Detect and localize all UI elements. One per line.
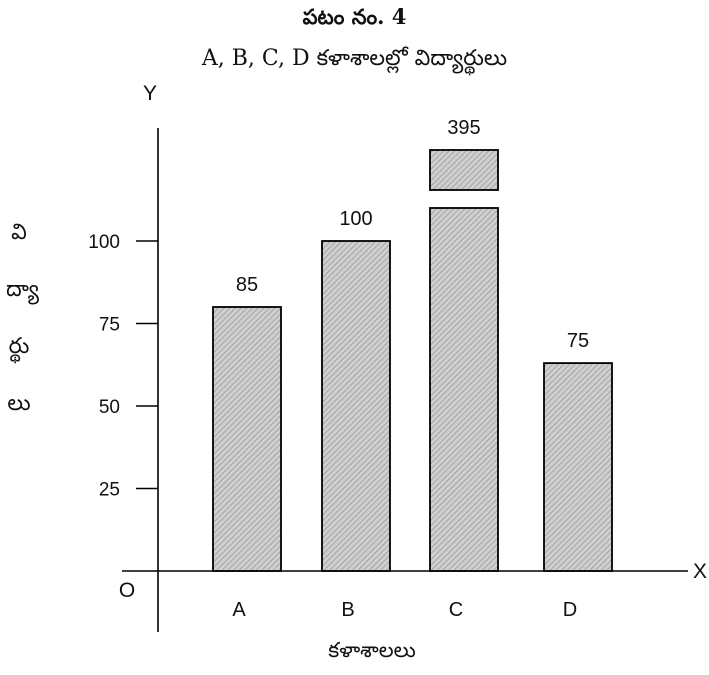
data-label-D: 75 bbox=[567, 330, 589, 352]
data-label-B: 100 bbox=[339, 208, 372, 230]
origin-label: O bbox=[119, 579, 135, 602]
x-tick-label-A: A bbox=[232, 599, 246, 621]
bar-D bbox=[544, 363, 612, 571]
y-tick-label: 75 bbox=[99, 315, 120, 336]
x-tick-label-C: C bbox=[449, 599, 463, 621]
y-tick-label: 25 bbox=[99, 480, 120, 501]
data-label-C: 395 bbox=[447, 117, 480, 139]
x-axis-title: కళాశాలలు bbox=[328, 639, 416, 662]
bars bbox=[213, 150, 612, 571]
y-tick-label: 100 bbox=[88, 232, 120, 253]
bar-C-break-segment bbox=[430, 150, 498, 190]
y-axis-letter: Y bbox=[143, 82, 157, 105]
labels: Y X O 25 50 75 100 85 A 100 B 395 C 75 D కళాశాలలు bbox=[88, 82, 707, 662]
bar-A bbox=[213, 307, 281, 571]
x-tick-label-D: D bbox=[563, 599, 577, 621]
x-axis-letter: X bbox=[693, 560, 707, 583]
data-label-A: 85 bbox=[236, 274, 258, 296]
y-tick-label: 50 bbox=[99, 397, 120, 418]
x-tick-label-B: B bbox=[341, 599, 354, 621]
bar-C bbox=[430, 208, 498, 571]
bar-B bbox=[322, 241, 390, 571]
